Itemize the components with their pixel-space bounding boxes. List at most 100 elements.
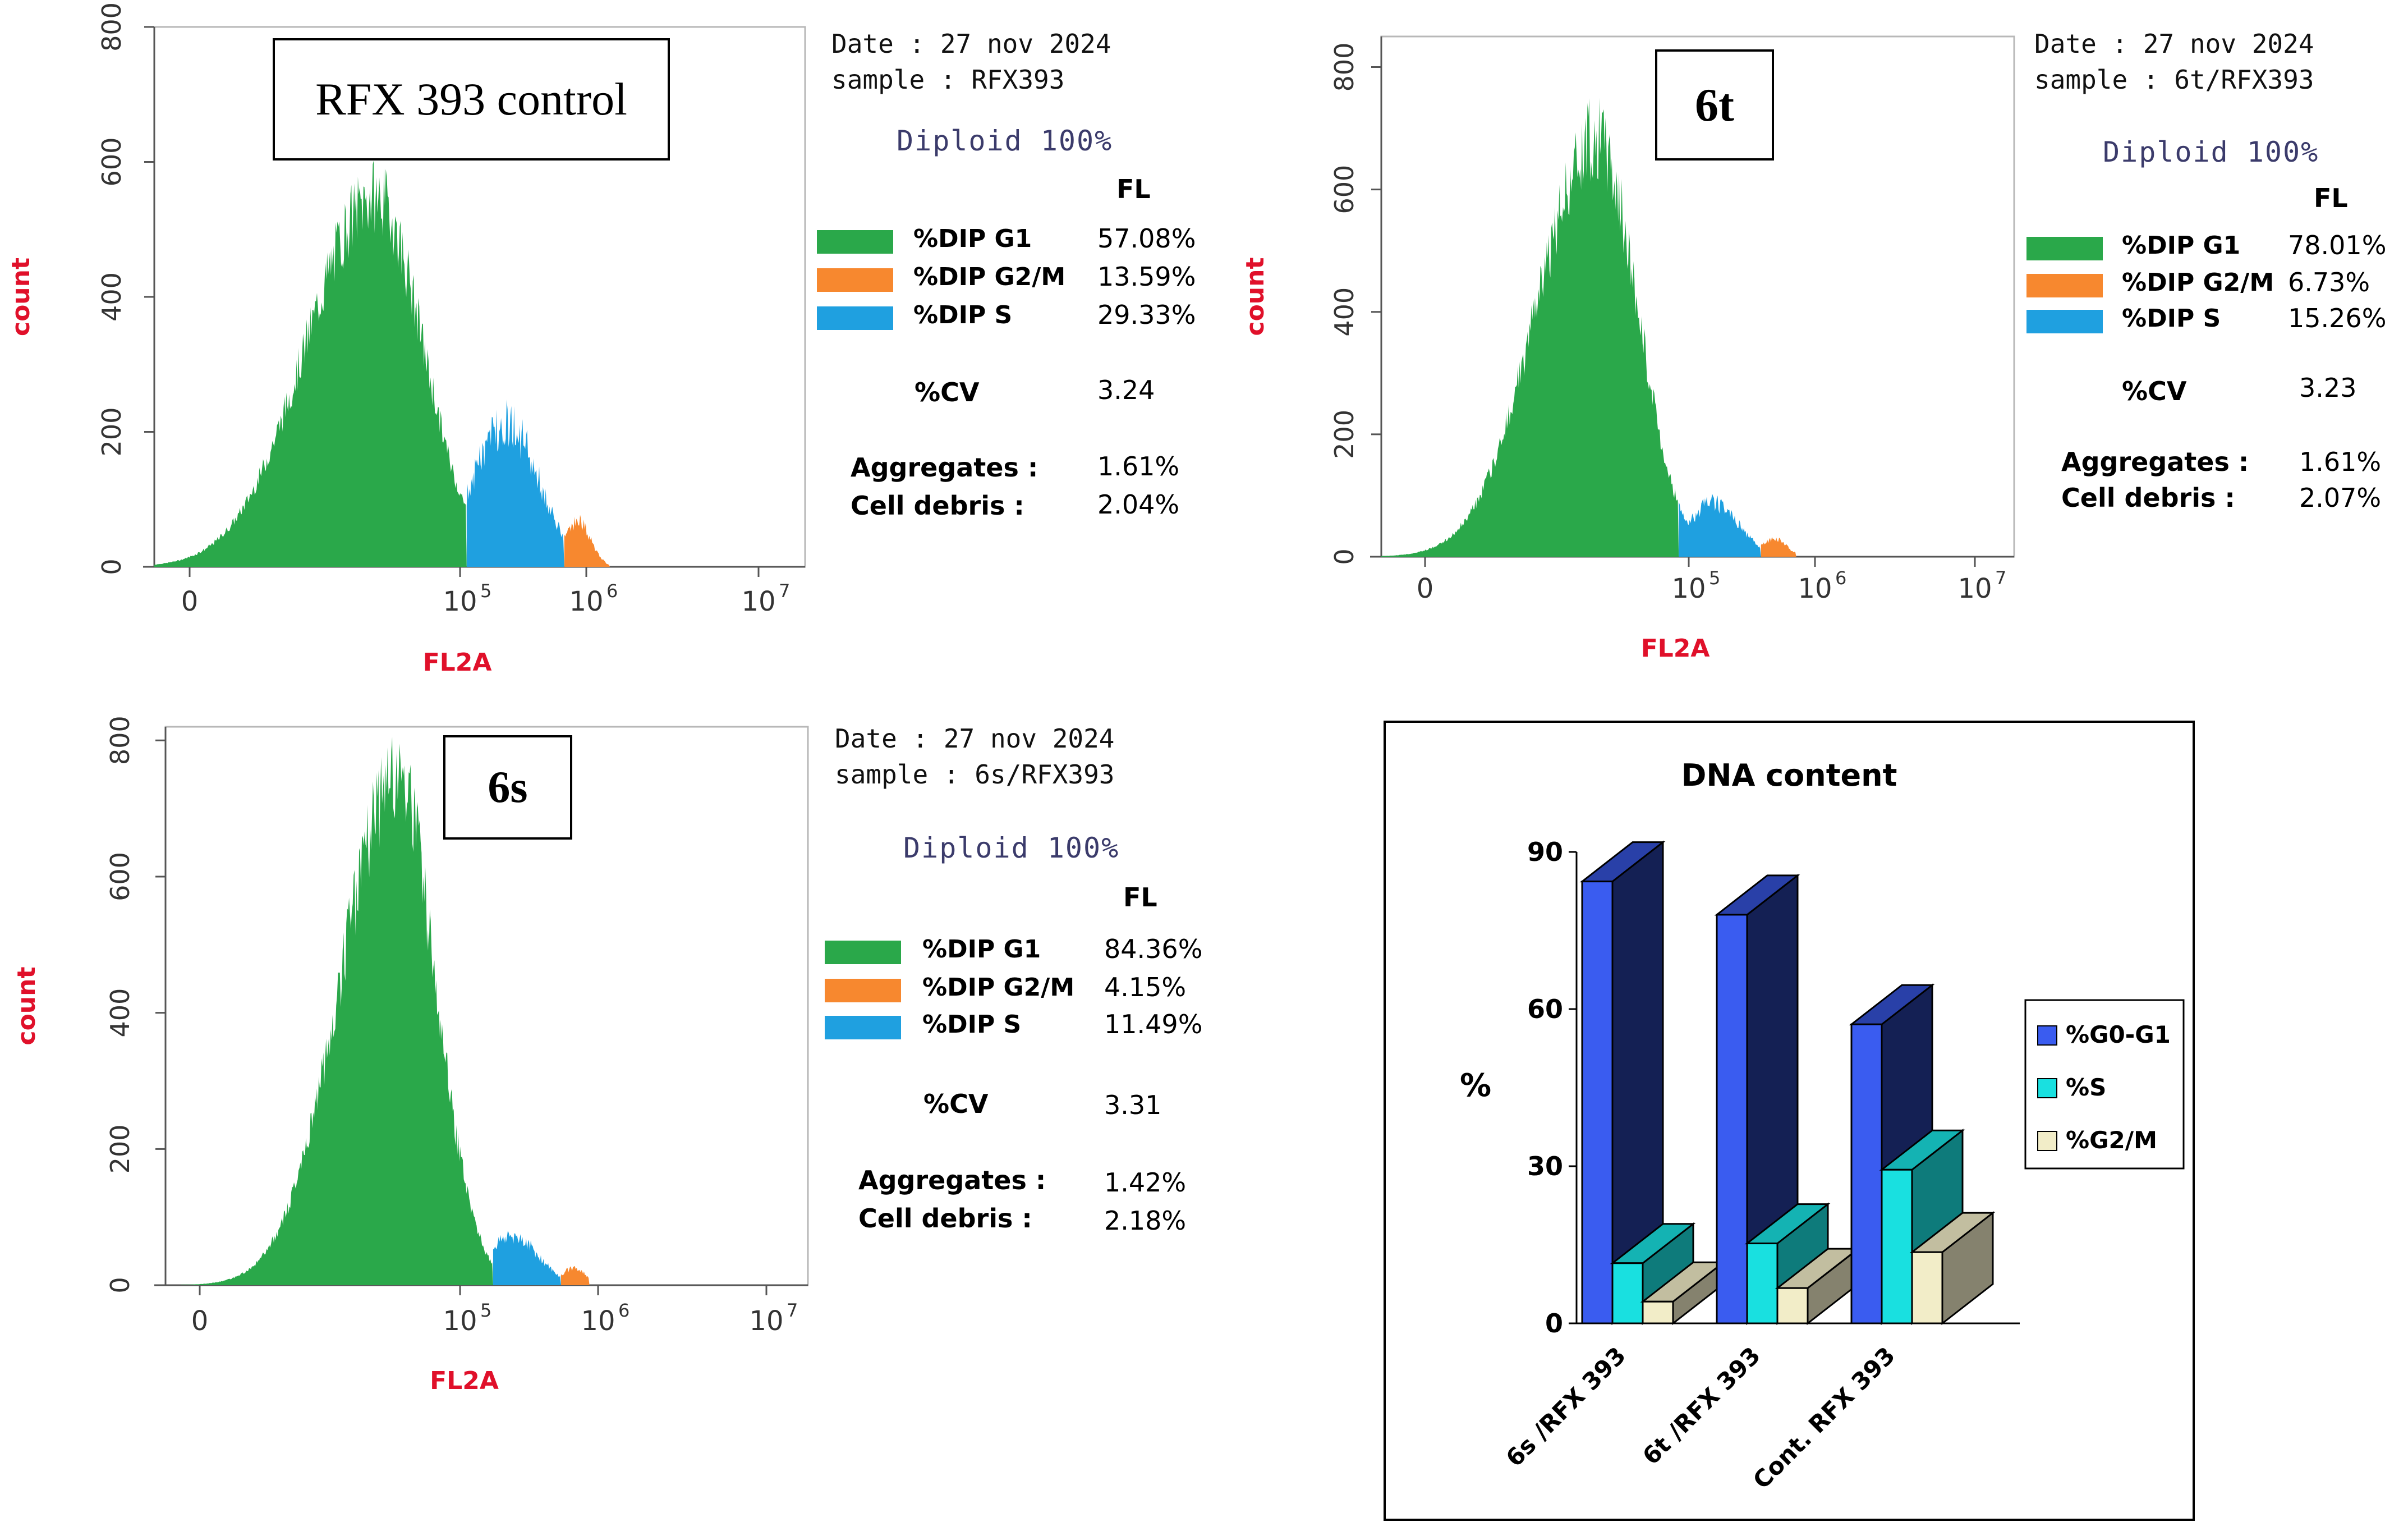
panel-title: RFX 393 control bbox=[315, 74, 627, 125]
debris-label: Cell debris : bbox=[851, 491, 1024, 521]
chart-y-tick-label: 30 bbox=[1527, 1151, 1563, 1181]
debris-label: Cell debris : bbox=[858, 1203, 1032, 1234]
x-axis-label: FL2A bbox=[423, 648, 492, 677]
x-tick-exponent: 5 bbox=[480, 580, 491, 602]
diploid-text: Diploid 100% bbox=[2103, 136, 2319, 168]
legend-swatch-s bbox=[2026, 310, 2103, 333]
y-axis-label: count bbox=[1241, 258, 1270, 336]
cv-value: 3.24 bbox=[1097, 375, 1155, 405]
y-tick-label: 0 bbox=[1329, 548, 1359, 565]
x-axis-label: FL2A bbox=[1641, 634, 1710, 663]
x-axis-label: FL2A bbox=[430, 1367, 499, 1395]
legend-swatch-s bbox=[825, 1016, 901, 1039]
cv-value: 3.31 bbox=[1104, 1090, 1162, 1120]
debris-value: 2.07% bbox=[2299, 483, 2382, 513]
histogram-area-s bbox=[1679, 493, 1761, 557]
legend-value-g1: 84.36% bbox=[1104, 934, 1203, 964]
x-tick-exponent: 6 bbox=[618, 1300, 629, 1321]
chart-legend-swatch bbox=[2037, 1078, 2057, 1098]
legend-swatch-g1 bbox=[817, 230, 893, 254]
x-tick-label: 0 bbox=[181, 586, 199, 617]
y-tick-label: 200 bbox=[105, 1124, 135, 1174]
aggregates-label: Aggregates : bbox=[851, 452, 1038, 483]
chart-legend-swatch bbox=[2037, 1131, 2057, 1151]
bar-front-%G0-G1 bbox=[1581, 881, 1614, 1324]
fl-header: FL bbox=[1123, 882, 1157, 913]
y-tick-label: 800 bbox=[96, 2, 127, 52]
sample-info: Date : 27 nov 2024 sample : 6t/RFX393 bbox=[2034, 26, 2314, 98]
cv-value: 3.23 bbox=[2299, 373, 2357, 403]
panel-title: 6s bbox=[488, 762, 528, 812]
histogram-panel-6t: 0 200 400 600 800 0 10 5 10 6 10 7 count FL2A 6t Date… bbox=[1234, 0, 2408, 702]
chart-category-label: 6s /RFX 393 bbox=[1501, 1341, 1632, 1472]
x-tick-exponent: 7 bbox=[787, 1300, 798, 1321]
bar-front-%G2/M bbox=[1642, 1300, 1674, 1324]
x-tick-label: 0 bbox=[191, 1305, 209, 1337]
cv-label: %CV bbox=[923, 1089, 989, 1119]
panel-title-box: 6t bbox=[1655, 49, 1774, 161]
debris-label: Cell debris : bbox=[2061, 483, 2235, 513]
legend-value-g2m: 4.15% bbox=[1104, 972, 1187, 1002]
sample-info: Date : 27 nov 2024 sample : 6s/RFX393 bbox=[835, 721, 1115, 792]
aggregates-label: Aggregates : bbox=[858, 1165, 1046, 1195]
bar-front-%S bbox=[1611, 1262, 1644, 1324]
cv-label: %CV bbox=[2122, 376, 2187, 406]
bar-front-%G2/M bbox=[1911, 1251, 1943, 1324]
aggregates-label: Aggregates : bbox=[2061, 447, 2249, 477]
debris-value: 2.04% bbox=[1097, 489, 1180, 520]
sample-text: sample : RFX393 bbox=[831, 65, 1065, 95]
bar-front-%G0-G1 bbox=[1850, 1023, 1883, 1324]
histogram-area-g1 bbox=[1381, 98, 1679, 557]
legend-label-g1: %DIP G1 bbox=[913, 224, 1032, 253]
fl-header: FL bbox=[2314, 183, 2348, 213]
legend-swatch-g2m bbox=[825, 979, 901, 1002]
y-tick-label: 0 bbox=[96, 558, 127, 575]
panel-title-box: 6s bbox=[443, 735, 572, 840]
histogram-area-s bbox=[493, 1230, 561, 1285]
bar-front-%S bbox=[1746, 1243, 1779, 1324]
legend-swatch-g2m bbox=[2026, 274, 2103, 297]
cv-label: %CV bbox=[915, 377, 980, 407]
aggregates-value: 1.42% bbox=[1104, 1167, 1187, 1198]
legend-label-s: %DIP S bbox=[913, 301, 1013, 329]
legend-label-s: %DIP S bbox=[922, 1010, 1022, 1039]
legend-label-g2m: %DIP G2/M bbox=[922, 973, 1075, 1002]
legend-value-s: 15.26% bbox=[2288, 303, 2387, 333]
x-tick-label: 10 bbox=[1671, 573, 1706, 604]
histogram-area-g1 bbox=[181, 737, 493, 1285]
date-text: Date : 27 nov 2024 bbox=[2034, 29, 2314, 59]
chart-y-tick-label: 60 bbox=[1527, 994, 1563, 1024]
x-tick-label: 10 bbox=[749, 1305, 783, 1337]
y-tick-label: 0 bbox=[105, 1277, 135, 1293]
diploid-text: Diploid 100% bbox=[903, 832, 1120, 864]
x-tick-label: 10 bbox=[581, 1305, 615, 1337]
y-tick-label: 800 bbox=[1329, 43, 1359, 92]
panel-title: 6t bbox=[1695, 79, 1734, 131]
chart-category-label: Cont. RFX 393 bbox=[1748, 1341, 1900, 1494]
legend-label-g2m: %DIP G2/M bbox=[2122, 268, 2274, 297]
histogram-panel-control: 0 200 400 600 800 0 10 5 10 6 10 7 count FL2A RFX 393… bbox=[0, 0, 1234, 702]
histogram-area-g2m bbox=[1761, 537, 1796, 557]
y-tick-label: 600 bbox=[1329, 165, 1359, 214]
bar-front-%G0-G1 bbox=[1716, 914, 1748, 1324]
chart-y-label: % bbox=[1460, 1067, 1491, 1104]
x-tick-exponent: 6 bbox=[606, 580, 618, 602]
legend-value-g2m: 6.73% bbox=[2288, 267, 2370, 297]
x-tick-exponent: 6 bbox=[1835, 567, 1846, 589]
chart-y-tick-label: 90 bbox=[1527, 837, 1563, 867]
y-tick-label: 600 bbox=[105, 852, 135, 901]
x-tick-label: 10 bbox=[1957, 573, 1992, 604]
bar-front-%S bbox=[1881, 1168, 1913, 1324]
chart-legend-label: %S bbox=[2066, 1074, 2106, 1101]
x-tick-label: 10 bbox=[1798, 573, 1832, 604]
x-tick-exponent: 5 bbox=[480, 1300, 491, 1321]
legend-label-g2m: %DIP G2/M bbox=[913, 263, 1066, 291]
legend-swatch-g1 bbox=[2026, 237, 2103, 260]
fl-header: FL bbox=[1116, 174, 1151, 204]
legend-label-s: %DIP S bbox=[2122, 304, 2221, 333]
chart-y-tick-label: 0 bbox=[1545, 1308, 1563, 1339]
chart-category-label: 6t /RFX 393 bbox=[1637, 1341, 1766, 1470]
